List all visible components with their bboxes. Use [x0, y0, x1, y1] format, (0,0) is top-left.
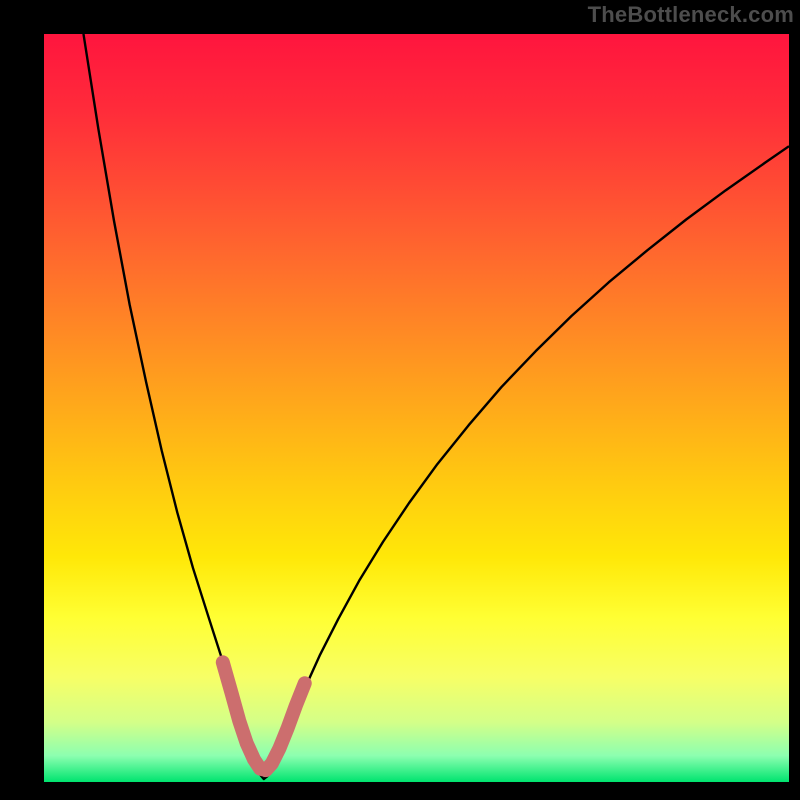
chart-container: { "watermark": { "text": "TheBottleneck.… — [0, 0, 800, 800]
watermark-text: TheBottleneck.com — [588, 2, 794, 28]
curve-layer — [44, 34, 789, 782]
near-min-marker — [223, 662, 305, 770]
plot-area — [44, 34, 789, 782]
bottleneck-curve — [83, 34, 789, 779]
